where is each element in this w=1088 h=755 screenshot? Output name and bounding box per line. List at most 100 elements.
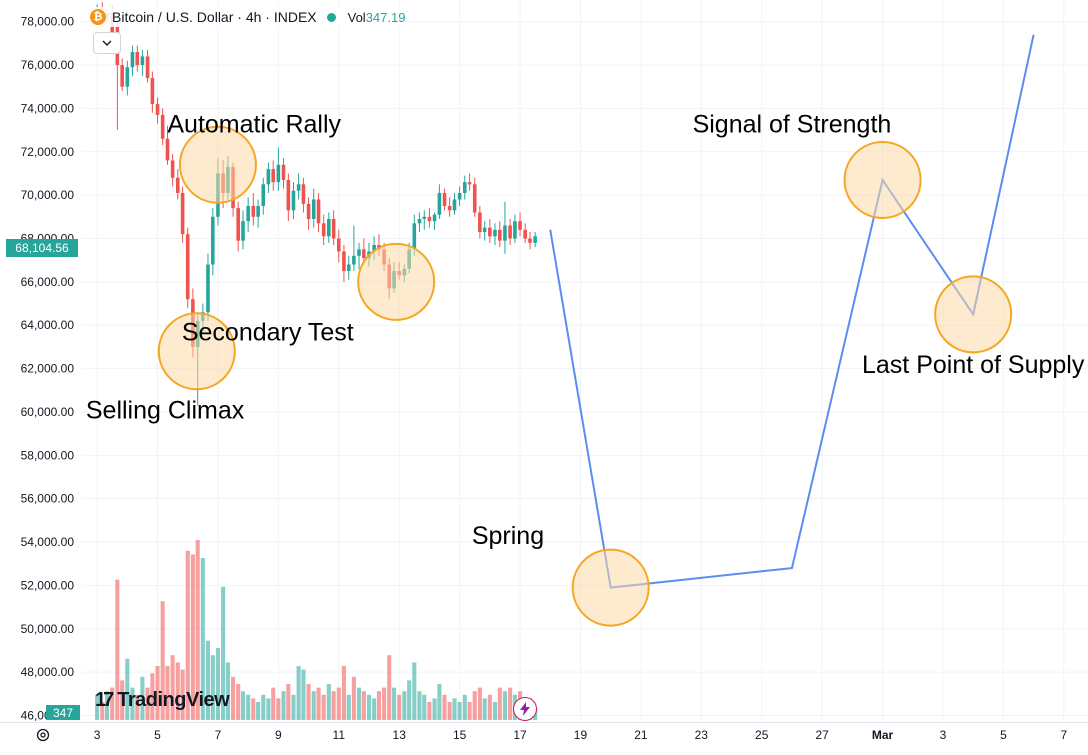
tradingview-logo-text: TradingView	[117, 688, 230, 711]
market-status-icon	[326, 12, 336, 22]
candle-body	[286, 179, 291, 211]
legend-collapse-button[interactable]	[93, 32, 121, 54]
candle	[211, 208, 215, 276]
candle-body	[321, 223, 326, 237]
volume-bar	[230, 676, 236, 720]
candle-body	[170, 160, 175, 178]
y-tick-label: 54,000.00	[21, 535, 75, 549]
candle-body	[508, 225, 512, 239]
symbol-title[interactable]: Bitcoin / U.S. Dollar · 4h · INDEX	[112, 9, 317, 25]
tradingview-logo[interactable]: 17 TradingView	[95, 688, 230, 712]
volume-tag: 347	[46, 705, 80, 720]
candle-body	[160, 114, 165, 139]
candle	[437, 184, 442, 219]
volume-bar	[115, 579, 120, 720]
y-tick-label: 70,000.00	[21, 188, 75, 202]
candle	[251, 192, 256, 226]
x-tick-label: 7	[1060, 728, 1067, 742]
candle-body	[357, 249, 361, 256]
projection-line	[549, 34, 1035, 589]
volume-bar	[346, 694, 351, 720]
secondary-test-highlight	[357, 242, 436, 321]
candle	[266, 162, 271, 193]
candle	[206, 253, 210, 321]
volume-bar	[175, 662, 180, 720]
candle-body	[276, 164, 281, 183]
lightning-button[interactable]	[513, 697, 537, 721]
candle	[498, 221, 502, 248]
candle-body	[316, 199, 321, 224]
candle	[513, 214, 517, 243]
volume-bar	[331, 691, 336, 720]
candle	[352, 225, 356, 272]
volume-bar	[382, 687, 387, 720]
candle-body	[306, 203, 311, 219]
volume-bar	[251, 698, 256, 720]
x-tick-label: 5	[154, 728, 161, 742]
volume-bar	[165, 666, 170, 720]
volume-bar	[467, 702, 472, 720]
candle	[528, 231, 532, 250]
x-tick-label: 19	[574, 728, 588, 742]
spring-label: Spring	[472, 522, 544, 550]
volume-bar	[341, 666, 346, 720]
spring-highlight	[571, 548, 650, 627]
candle	[286, 173, 291, 222]
volume-bar	[296, 666, 301, 720]
volume-bar	[311, 691, 316, 720]
volume-bar	[306, 684, 311, 720]
y-tick-label: 50,000.00	[21, 622, 75, 636]
candle	[296, 173, 301, 200]
candle-body	[150, 78, 155, 105]
x-tick-label: 3	[940, 728, 947, 742]
candle-body	[362, 249, 366, 259]
volume-bar	[492, 702, 498, 720]
volume-bar	[100, 702, 105, 720]
volume-bar	[437, 684, 442, 720]
chart-settings-button[interactable]	[34, 726, 52, 744]
y-tick-label: 74,000.00	[21, 101, 75, 115]
candle	[145, 49, 150, 83]
candle	[301, 177, 306, 213]
last-price-tag: 68,104.56	[6, 239, 78, 257]
tradingview-logo-icon: 17	[95, 688, 114, 711]
candle	[452, 192, 457, 215]
candle-body	[372, 245, 376, 252]
candle	[271, 160, 276, 191]
volume-series	[95, 540, 538, 720]
x-tick-label: 5	[1000, 728, 1007, 742]
candle-body	[145, 56, 150, 79]
volume-bar	[266, 698, 271, 720]
annotations: Selling Climax Automatic Rally Secondary T…	[86, 110, 1085, 627]
volume-bar	[376, 691, 382, 720]
volume-bar	[477, 687, 482, 720]
candle-body	[155, 104, 160, 115]
volume-bar	[472, 691, 477, 720]
volume-bar	[110, 687, 115, 720]
candle-body	[185, 234, 190, 300]
volume-bar	[215, 648, 221, 720]
candle-body	[206, 264, 210, 313]
volume-legend-label: Vol	[347, 9, 366, 25]
volume-bar	[412, 662, 417, 720]
candle	[321, 214, 326, 246]
candle-body	[256, 205, 260, 217]
volume-bar	[432, 698, 437, 720]
candle-body	[457, 192, 462, 200]
selling-climax-highlight	[157, 312, 236, 391]
last-point-of-supply-label: Last Point of Supply	[862, 351, 1085, 379]
chevron-down-icon	[102, 40, 112, 46]
x-tick-label: 25	[755, 728, 769, 742]
candle	[120, 58, 124, 92]
candle	[311, 188, 316, 228]
candle-body	[175, 177, 180, 193]
volume-bar	[140, 676, 145, 720]
x-tick-label: 13	[393, 728, 407, 742]
candle	[442, 188, 447, 211]
candle-body	[301, 184, 306, 204]
candle	[331, 210, 336, 246]
candle-body	[296, 184, 301, 191]
volume-bar	[387, 655, 392, 720]
candle	[150, 71, 155, 113]
